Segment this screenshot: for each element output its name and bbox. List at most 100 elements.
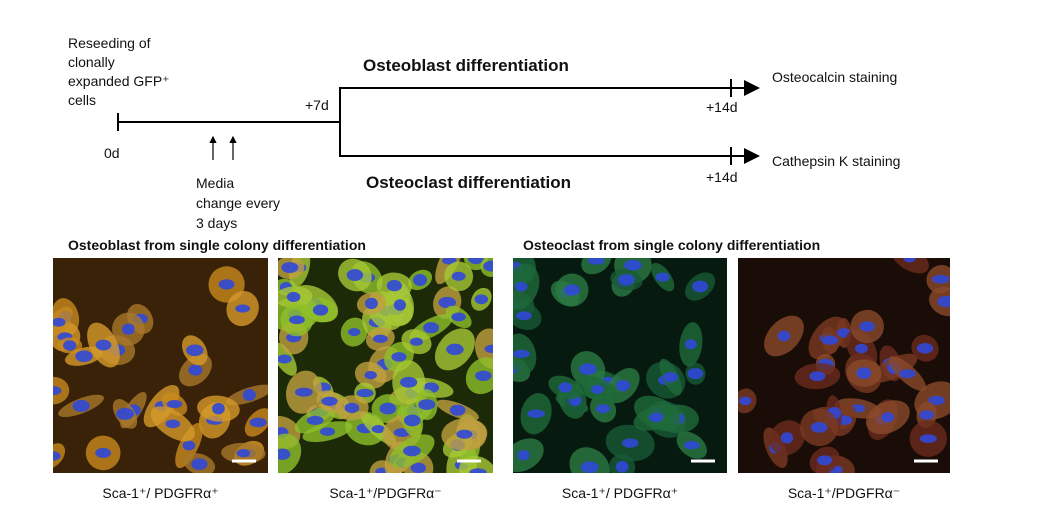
nucleus: [527, 409, 545, 418]
nucleus: [365, 297, 378, 310]
nucleus: [410, 462, 427, 473]
branch-title: Osteoclast differentiation: [366, 173, 571, 192]
nucleus: [278, 448, 291, 460]
nucleus: [780, 432, 794, 444]
nucleus: [931, 274, 950, 284]
readout: Osteocalcin staining: [772, 69, 897, 85]
nucleus: [438, 296, 456, 309]
nucleus: [474, 294, 489, 305]
nucleus: [621, 438, 639, 448]
nucleus: [777, 330, 791, 342]
nucleus: [423, 322, 440, 334]
note: expanded GFP⁺: [68, 73, 170, 89]
nucleus: [580, 461, 599, 473]
nucleus: [418, 399, 436, 410]
nucleus: [116, 407, 134, 420]
image-label: Sca-1⁺/ PDGFRα⁺: [102, 485, 218, 501]
nucleus: [289, 315, 305, 325]
nucleus: [615, 460, 629, 473]
nucleus: [821, 335, 839, 345]
nucleus: [63, 340, 77, 351]
micrograph: [278, 258, 493, 473]
readout: Cathepsin K staining: [772, 153, 900, 169]
micrograph: [513, 258, 727, 473]
nucleus: [513, 349, 530, 358]
nucleus: [483, 260, 493, 272]
nucleus: [53, 386, 62, 396]
nucleus: [400, 376, 418, 388]
branch-title: Osteoblast differentiation: [363, 56, 569, 75]
nucleus: [249, 417, 267, 428]
nucleus: [281, 262, 299, 274]
nucleus: [587, 258, 605, 265]
nucleus: [235, 304, 251, 313]
nucleus: [372, 334, 388, 344]
nucleus: [212, 402, 225, 415]
nucleus: [649, 412, 664, 423]
nucleus: [517, 449, 530, 461]
note: change every: [196, 195, 280, 211]
nucleus: [579, 363, 597, 375]
nucleus: [684, 339, 697, 350]
nucleus: [319, 427, 336, 436]
nucleus: [242, 389, 256, 401]
nucleus: [364, 370, 377, 380]
nucleus: [451, 271, 466, 281]
timeline: Reseeding of clonally expanded GFP⁺ cell…: [68, 35, 900, 231]
nucleus: [624, 259, 642, 271]
note: clonally: [68, 54, 115, 70]
nucleus: [186, 344, 204, 357]
nucleus: [95, 339, 112, 351]
nucleus: [312, 304, 329, 316]
image-label: Sca-1⁺/PDGFRα⁻: [329, 485, 441, 501]
nucleus: [122, 323, 135, 335]
nucleus: [375, 467, 388, 473]
note: cells: [68, 92, 96, 108]
day-label: 0d: [104, 145, 120, 161]
nucleus: [371, 425, 385, 434]
nucleus: [817, 455, 833, 466]
nucleus: [236, 449, 251, 458]
nucleus: [446, 343, 464, 356]
nucleus: [191, 458, 208, 470]
nucleus: [856, 367, 872, 379]
nucleus: [53, 451, 61, 461]
nucleus: [182, 440, 196, 451]
nucleus: [386, 280, 402, 292]
nucleus: [451, 312, 466, 322]
nucleus: [410, 337, 423, 346]
nucleus: [344, 402, 360, 413]
nucleus: [72, 399, 90, 412]
nucleus: [928, 395, 945, 406]
nucleus: [617, 273, 635, 286]
nucleus: [218, 279, 235, 290]
nucleus: [346, 269, 364, 281]
nucleus: [881, 412, 895, 423]
nucleus: [563, 284, 581, 296]
panel-title: Osteoclast from single colony differenti…: [523, 237, 820, 253]
nucleus: [616, 379, 631, 392]
nucleus: [321, 396, 338, 406]
nucleus: [687, 368, 704, 380]
nucleus: [855, 343, 868, 354]
day-label: +14d: [706, 99, 738, 115]
nucleus: [809, 371, 826, 382]
nucleus: [475, 370, 492, 381]
panel-title: Osteoblast from single colony differenti…: [68, 237, 366, 253]
nucleus: [53, 317, 66, 327]
nucleus: [919, 410, 935, 420]
nucleus: [356, 388, 374, 398]
nucleus: [903, 258, 916, 263]
note: Reseeding of: [68, 35, 151, 51]
nucleus: [937, 295, 950, 308]
nucleus: [456, 429, 473, 439]
image-label: Sca-1⁺/ PDGFRα⁺: [562, 485, 678, 501]
nucleus: [391, 352, 407, 362]
nucleus: [469, 468, 487, 473]
nucleus: [595, 404, 611, 414]
nucleus: [278, 354, 292, 364]
nucleus: [165, 419, 181, 429]
nucleus: [663, 371, 679, 383]
nucleus: [916, 342, 934, 354]
